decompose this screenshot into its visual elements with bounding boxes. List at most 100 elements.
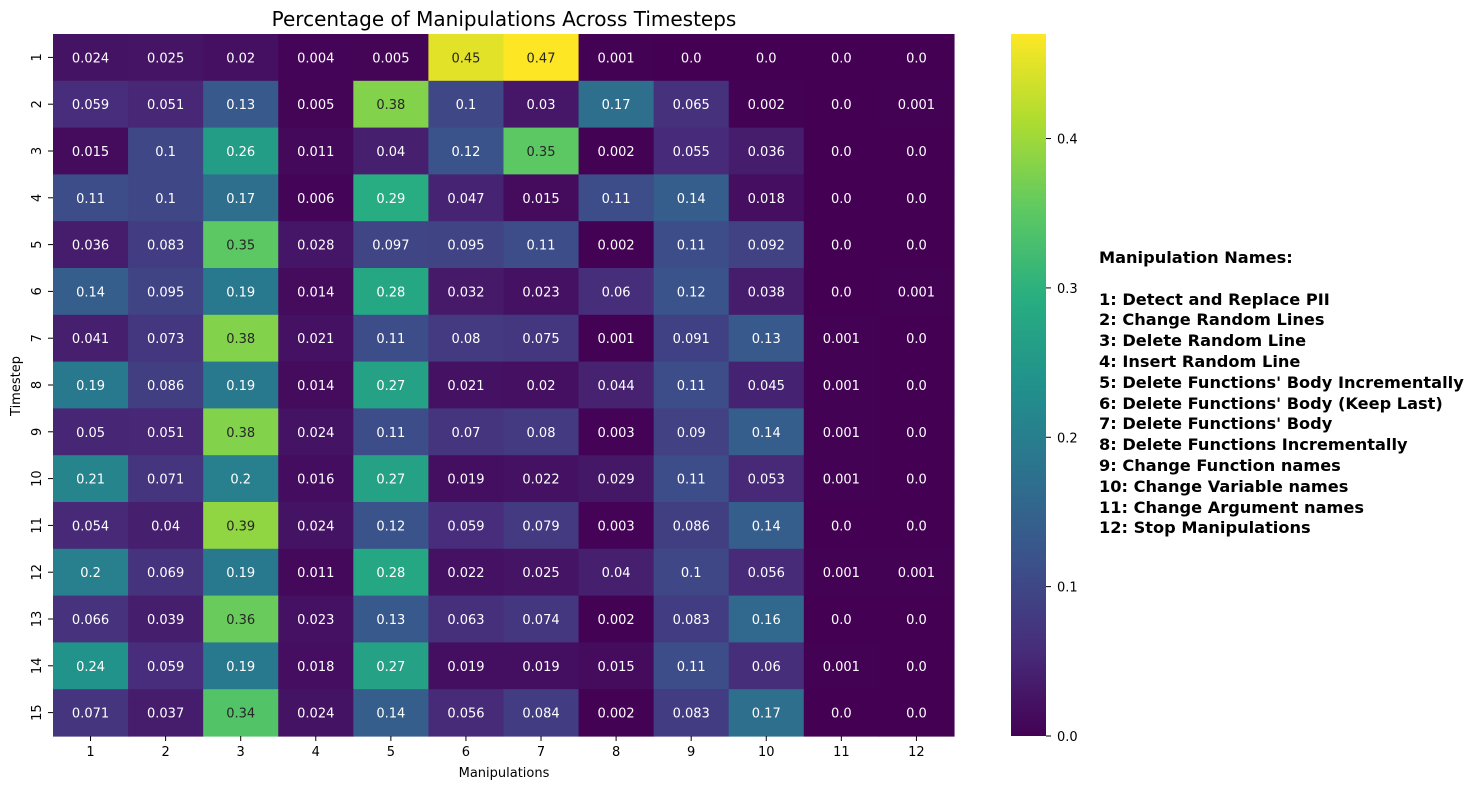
- cell-value-label: 0.08: [451, 332, 480, 347]
- cell-value-label: 0.0: [906, 332, 927, 347]
- heatmap-cell: [128, 408, 204, 456]
- cell-value-label: 0.006: [297, 192, 334, 207]
- cell-value-label: 0.079: [522, 519, 559, 534]
- heatmap-cell: [503, 502, 580, 550]
- heatmap-cell: [503, 408, 580, 456]
- cell-value-label: 0.11: [677, 379, 706, 394]
- heatmap-cell: [53, 455, 129, 503]
- heatmap-cell: [353, 268, 429, 316]
- heatmap-cell: [653, 502, 730, 550]
- cell-value-label: 0.041: [72, 332, 109, 347]
- legend-item: 10: Change Variable names: [1099, 476, 1349, 496]
- heatmap-cell: [278, 314, 354, 363]
- y-tick-label: 6: [30, 287, 45, 295]
- heatmap-cell: [353, 642, 429, 690]
- heatmap-cell: [203, 314, 279, 363]
- heatmap-cell: [53, 642, 129, 690]
- heatmap-cell: [203, 361, 279, 409]
- cell-value-label: 0.011: [297, 145, 334, 160]
- cell-value-label: 0.38: [226, 426, 255, 441]
- heatmap-cell: [728, 642, 805, 690]
- heatmap-cell: [878, 455, 955, 503]
- heatmap-cell: [353, 314, 429, 363]
- cell-value-label: 0.092: [748, 239, 785, 254]
- heatmap-cell: [278, 502, 354, 550]
- legend-item: 7: Delete Functions' Body: [1099, 414, 1333, 434]
- cell-value-label: 0.13: [376, 613, 405, 628]
- cell-value-label: 0.063: [447, 613, 484, 628]
- cell-value-label: 0.084: [522, 707, 559, 722]
- heatmap-cell: [128, 314, 204, 363]
- heatmap-cell: [803, 80, 880, 129]
- heatmap-cell: [803, 595, 880, 643]
- cell-value-label: 0.044: [597, 379, 634, 394]
- heatmap-cell: [728, 595, 805, 643]
- heatmap-cell: [428, 221, 505, 269]
- heatmap-cell: [203, 127, 279, 175]
- y-tick-label: 13: [30, 611, 45, 628]
- cell-value-label: 0.19: [226, 566, 255, 581]
- cell-value-label: 0.0: [906, 51, 927, 66]
- cell-value-label: 0.0: [831, 51, 852, 66]
- heatmap-cell: [278, 361, 354, 409]
- cell-value-label: 0.0: [906, 613, 927, 628]
- heatmap-cell: [653, 595, 730, 643]
- heatmap-cell: [653, 548, 730, 597]
- legend-title: Manipulation Names:: [1099, 248, 1293, 267]
- cell-value-label: 0.39: [226, 519, 255, 534]
- heatmap-cell: [503, 361, 580, 409]
- cell-value-label: 0.04: [376, 145, 405, 160]
- heatmap-cell: [653, 221, 730, 269]
- heatmap-cell: [503, 34, 580, 82]
- heatmap-cell: [428, 502, 505, 550]
- x-tick-label: 4: [312, 745, 320, 760]
- heatmap-cell: [128, 174, 204, 222]
- cell-value-label: 0.001: [823, 660, 860, 675]
- cell-value-label: 0.28: [376, 566, 405, 581]
- heatmap-cell: [53, 268, 129, 316]
- cell-value-label: 0.059: [447, 519, 484, 534]
- colorbar-tick-label: 0.0: [1057, 730, 1078, 745]
- heatmap-cell: [278, 642, 354, 690]
- cell-value-label: 0.083: [147, 239, 184, 254]
- cell-value-label: 0.001: [823, 332, 860, 347]
- cell-value-label: 0.039: [147, 613, 184, 628]
- legend-item: 9: Change Function names: [1099, 455, 1341, 475]
- cell-value-label: 0.0: [906, 426, 927, 441]
- cell-value-label: 0.022: [447, 566, 484, 581]
- legend-item: 3: Delete Random Line: [1099, 331, 1307, 351]
- cell-value-label: 0.083: [673, 613, 710, 628]
- legend-item: 6: Delete Functions' Body (Keep Last): [1099, 393, 1443, 413]
- heatmap-cell: [803, 361, 880, 409]
- cell-value-label: 0.45: [451, 51, 480, 66]
- cell-value-label: 0.054: [72, 519, 109, 534]
- heatmap-cell: [353, 548, 429, 597]
- y-tick-label: 15: [30, 704, 45, 721]
- y-tick-label: 3: [30, 147, 45, 155]
- cell-value-label: 0.024: [297, 519, 334, 534]
- cell-value-label: 0.08: [527, 426, 556, 441]
- cell-value-label: 0.0: [681, 51, 702, 66]
- heatmap-cell: [128, 221, 204, 269]
- heatmap-cell: [203, 268, 279, 316]
- heatmap-cell: [728, 408, 805, 456]
- heatmap-cell: [803, 127, 880, 175]
- cell-value-label: 0.19: [226, 660, 255, 675]
- cell-value-label: 0.038: [748, 285, 785, 300]
- heatmap-cell: [53, 221, 129, 269]
- heatmap-cell: [653, 174, 730, 222]
- x-tick-label: 1: [86, 745, 94, 760]
- cell-value-label: 0.053: [748, 473, 785, 488]
- cell-value-label: 0.066: [72, 613, 109, 628]
- cell-value-label: 0.083: [673, 707, 710, 722]
- cell-value-label: 0.17: [226, 192, 255, 207]
- heatmap-cell: [503, 268, 580, 316]
- cell-value-label: 0.29: [376, 192, 405, 207]
- heatmap-cell: [53, 80, 129, 129]
- cell-value-label: 0.0: [831, 192, 852, 207]
- heatmap-cell: [53, 174, 129, 222]
- heatmap-cell: [503, 314, 580, 363]
- heatmap-cell: [878, 642, 955, 690]
- y-tick-label: 11: [30, 517, 45, 534]
- cell-value-label: 0.27: [376, 473, 405, 488]
